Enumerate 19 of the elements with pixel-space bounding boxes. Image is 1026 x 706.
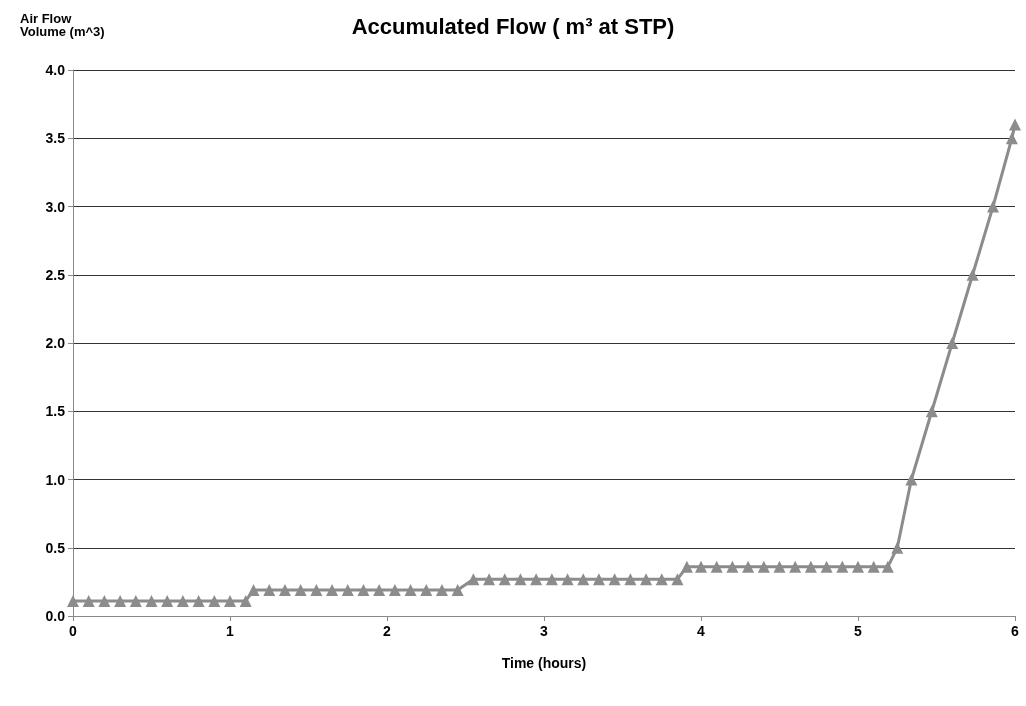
y-tick-label: 3.5 xyxy=(45,130,66,147)
x-tick-label: 6 xyxy=(1011,623,1020,639)
y-tick-label: 1.0 xyxy=(45,471,66,488)
x-tick-label: 2 xyxy=(383,623,392,639)
y-tick-label: 3.0 xyxy=(45,198,66,215)
y-axis-title: Air Flow Volume (m^3) xyxy=(20,11,105,39)
y-tick-label: 2.0 xyxy=(45,335,66,351)
y-tick-label: 2.5 xyxy=(45,266,66,283)
chart-title: Accumulated Flow ( m³ at STP) xyxy=(351,13,675,39)
x-tick-label: 4 xyxy=(697,623,706,639)
y-tick-label: 0.0 xyxy=(45,608,66,624)
x-tick-label: 1 xyxy=(226,623,235,639)
x-tick-label: 5 xyxy=(854,623,863,639)
y-tick-label: 4.0 xyxy=(45,62,66,78)
x-axis-title: Time (hours) xyxy=(501,655,587,671)
x-tick-label: 0 xyxy=(69,623,78,639)
x-tick-label: 3 xyxy=(540,623,549,639)
y-tick-label: 0.5 xyxy=(45,539,66,556)
y-tick-label: 1.5 xyxy=(45,403,66,420)
